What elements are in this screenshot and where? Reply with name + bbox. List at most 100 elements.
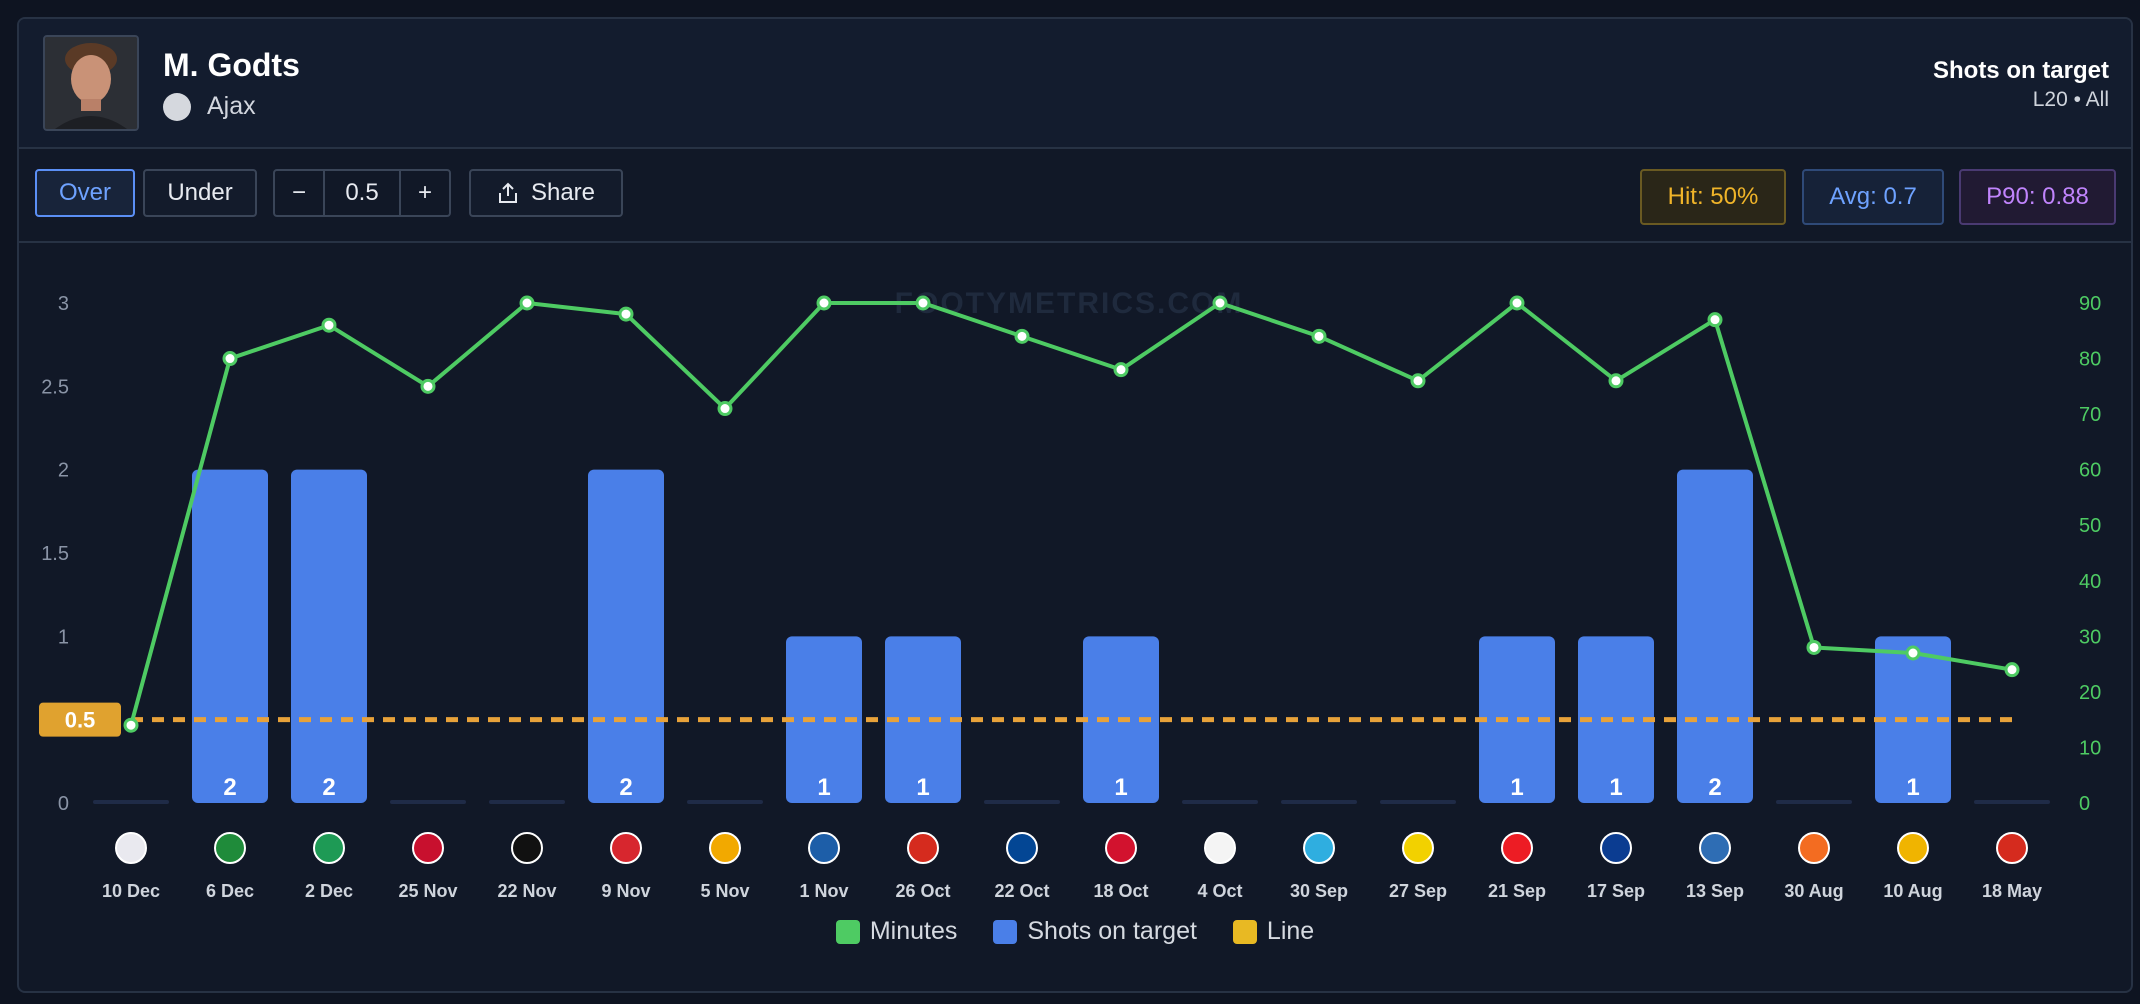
x-axis-label: 13 Sep <box>1686 881 1744 901</box>
share-button[interactable]: Share <box>469 169 623 217</box>
minutes-point <box>420 378 436 394</box>
legend-line-label: Line <box>1266 917 1315 945</box>
bar-6-dec <box>192 469 268 803</box>
minutes-point <box>816 295 832 311</box>
right-axis-tick: 90 <box>2079 293 2101 315</box>
opponent-crest-icon <box>1402 832 1434 864</box>
minutes-point <box>222 351 238 367</box>
filter-summary: L20 • All <box>2032 88 2109 111</box>
share-icon <box>498 182 517 203</box>
bar-22-nov <box>489 800 565 804</box>
bar-25-nov <box>390 800 466 804</box>
left-axis-tick: 2 <box>58 460 69 482</box>
minutes-point <box>321 317 337 333</box>
legend-minutes-swatch <box>835 919 860 944</box>
bar-value-label: 1 <box>1609 774 1622 801</box>
opponent-crest-icon <box>1600 832 1632 864</box>
bar-value-label: 2 <box>1708 774 1721 801</box>
legend-minutes[interactable]: Minutes <box>835 917 958 946</box>
bar-17-sep <box>1578 636 1654 803</box>
minutes-point <box>1311 328 1327 344</box>
minutes-point <box>1212 295 1228 311</box>
right-axis-tick: 70 <box>2079 404 2101 426</box>
x-axis-label: 21 Sep <box>1488 881 1546 901</box>
bar-10-aug <box>1875 636 1951 803</box>
player-name: M. Godts <box>163 47 300 83</box>
minutes-point <box>1410 373 1426 389</box>
minutes-point <box>717 401 733 417</box>
minutes-point <box>123 717 139 733</box>
decrement-button[interactable]: − <box>291 179 306 206</box>
bar-value-label: 2 <box>322 774 335 801</box>
threshold-label: 0.5 <box>65 708 96 733</box>
bar-18-may <box>1974 800 2050 804</box>
legend-line-swatch <box>1232 919 1257 944</box>
toolbar: Over Under − 0.5 + Share Hit: 50% Avg: 0… <box>19 149 2131 243</box>
x-axis-label: 17 Sep <box>1587 881 1645 901</box>
bar-2-dec <box>291 469 367 803</box>
right-axis-tick: 40 <box>2079 571 2101 593</box>
line-value[interactable]: 0.5 <box>323 171 401 215</box>
bar-value-label: 1 <box>1510 774 1523 801</box>
legend-minutes-label: Minutes <box>869 917 958 945</box>
opponent-crest-icon <box>1303 832 1335 864</box>
left-axis-tick: 0 <box>58 793 69 815</box>
opponent-crest-icon <box>511 832 543 864</box>
right-axis-tick: 10 <box>2079 737 2101 759</box>
minutes-point <box>1608 373 1624 389</box>
opponent-crest-icon <box>412 832 444 864</box>
left-axis-tick: 2.5 <box>41 376 69 398</box>
x-axis-label: 1 Nov <box>799 881 848 901</box>
bar-value-label: 2 <box>223 774 236 801</box>
opponent-crest-icon <box>907 832 939 864</box>
x-axis-label: 30 Sep <box>1290 881 1348 901</box>
opponent-crest-icon <box>1006 832 1038 864</box>
bar-13-sep <box>1677 469 1753 803</box>
bar-9-nov <box>588 469 664 803</box>
bar-value-label: 1 <box>1114 774 1127 801</box>
bar-value-label: 1 <box>1906 774 1919 801</box>
opponent-crest-icon <box>1105 832 1137 864</box>
minutes-point <box>1113 362 1129 378</box>
x-axis-label: 6 Dec <box>206 881 254 901</box>
minutes-point <box>1905 645 1921 661</box>
x-axis-label: 18 May <box>1982 881 2042 901</box>
x-axis-label: 30 Aug <box>1784 881 1843 901</box>
minutes-point <box>1707 312 1723 328</box>
watermark: FOOTYMETRICS.COM <box>895 287 1244 320</box>
bar-value-label: 1 <box>817 774 830 801</box>
share-label: Share <box>530 179 596 206</box>
minutes-line <box>129 301 2013 726</box>
opponent-crest-icon <box>709 832 741 864</box>
hit-rate-badge: Hit: 50% <box>1640 169 1786 225</box>
under-button[interactable]: Under <box>143 169 257 217</box>
opponent-crest-icon <box>115 832 147 864</box>
x-axis-label: 25 Nov <box>398 881 457 901</box>
bar-10-dec <box>93 800 169 804</box>
bar-22-oct <box>984 800 1060 804</box>
opponent-crest-icon <box>1204 832 1236 864</box>
right-axis-tick: 60 <box>2079 460 2101 482</box>
x-axis-label: 5 Nov <box>700 881 749 901</box>
metric-title: Shots on target <box>1932 57 2109 84</box>
increment-button[interactable]: + <box>417 179 432 206</box>
opponent-crest-icon <box>610 832 642 864</box>
legend-shots-swatch <box>993 919 1018 944</box>
minutes-point <box>1014 328 1030 344</box>
opponent-crest-icon <box>1501 832 1533 864</box>
x-axis-label: 18 Oct <box>1093 881 1148 901</box>
legend-shots[interactable]: Shots on target <box>993 917 1197 946</box>
legend-line[interactable]: Line <box>1232 917 1315 946</box>
minutes-point <box>2004 662 2020 678</box>
over-button[interactable]: Over <box>35 169 135 217</box>
right-axis-tick: 30 <box>2079 626 2101 648</box>
bar-4-oct <box>1182 800 1258 804</box>
bar-value-label: 1 <box>916 774 929 801</box>
legend-shots-label: Shots on target <box>1027 917 1197 945</box>
left-axis-tick: 1.5 <box>41 543 69 565</box>
bar-30-sep <box>1281 800 1357 804</box>
minutes-point <box>1509 295 1525 311</box>
right-axis-tick: 80 <box>2079 349 2101 371</box>
x-axis-label: 22 Nov <box>497 881 556 901</box>
legend: Minutes Shots on target Line <box>19 917 2131 946</box>
